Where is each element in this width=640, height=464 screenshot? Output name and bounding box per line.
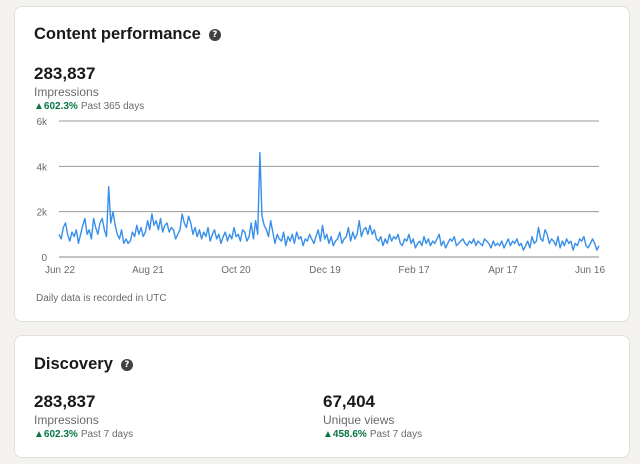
discovery-impressions-change: ▲602.3% Past 7 days (34, 428, 133, 441)
unique-views-period: Past 7 days (369, 429, 423, 440)
impressions-series-line (58, 151, 600, 251)
discovery-header: Discovery ? (34, 355, 133, 374)
impressions-value: 283,837 (34, 64, 96, 83)
discovery-card: Discovery ? 283,837 Impressions ▲602.3% P… (14, 335, 630, 458)
unique-views-change: ▲458.6% Past 7 days (323, 428, 422, 441)
x-tick-label: Jun 16 (575, 265, 605, 276)
utc-note: Daily data is recorded in UTC (36, 293, 167, 304)
unique-views-metric: 67,404 Unique views ▲458.6% Past 7 days (323, 392, 422, 441)
unique-views-value: 67,404 (323, 392, 375, 411)
triangle-up-icon: ▲ (34, 101, 44, 112)
y-tick-label: 6k (36, 117, 48, 128)
x-tick-label: Apr 17 (488, 265, 518, 276)
impressions-change-percent: 602.3% (43, 101, 78, 112)
y-tick-label: 4k (36, 162, 48, 173)
content-performance-card: Content performance ? 283,837 Impression… (14, 6, 630, 322)
x-tick-label: Dec 19 (309, 265, 341, 276)
y-tick-label: 0 (41, 253, 47, 264)
x-tick-label: Oct 20 (221, 265, 251, 276)
discovery-impressions-change-percent: 602.3% (43, 429, 78, 440)
x-tick-label: Feb 17 (398, 265, 430, 276)
impressions-change: ▲602.3% Past 365 days (34, 100, 144, 113)
y-tick-label: 2k (36, 208, 48, 219)
impressions-label: Impressions (34, 85, 99, 99)
question-circle-icon[interactable]: ? (208, 28, 221, 41)
triangle-up-icon: ▲ (323, 429, 333, 440)
discovery-impressions-label: Impressions (34, 413, 99, 427)
unique-views-change-percent: 458.6% (332, 429, 367, 440)
question-circle-icon[interactable]: ? (120, 358, 133, 371)
content-performance-header: Content performance ? (34, 25, 221, 44)
discovery-impressions-value: 283,837 (34, 392, 96, 411)
content-performance-title: Content performance (34, 25, 201, 43)
x-tick-label: Jun 22 (45, 265, 75, 276)
x-tick-label: Aug 21 (132, 265, 164, 276)
impressions-line-chart[interactable]: 0 2k 4k 6k Jun 22 Aug 21 Oct 20 Dec 19 Feb 17 Apr… (15, 7, 631, 287)
impressions-change-period: Past 365 days (80, 101, 145, 112)
unique-views-label: Unique views (323, 413, 395, 427)
triangle-up-icon: ▲ (34, 429, 44, 440)
discovery-title: Discovery (34, 355, 113, 373)
discovery-impressions-metric: 283,837 Impressions ▲602.3% Past 7 days (34, 392, 133, 441)
discovery-impressions-period: Past 7 days (80, 429, 134, 440)
impressions-metric: 283,837 Impressions ▲602.3% Past 365 days (34, 64, 144, 113)
